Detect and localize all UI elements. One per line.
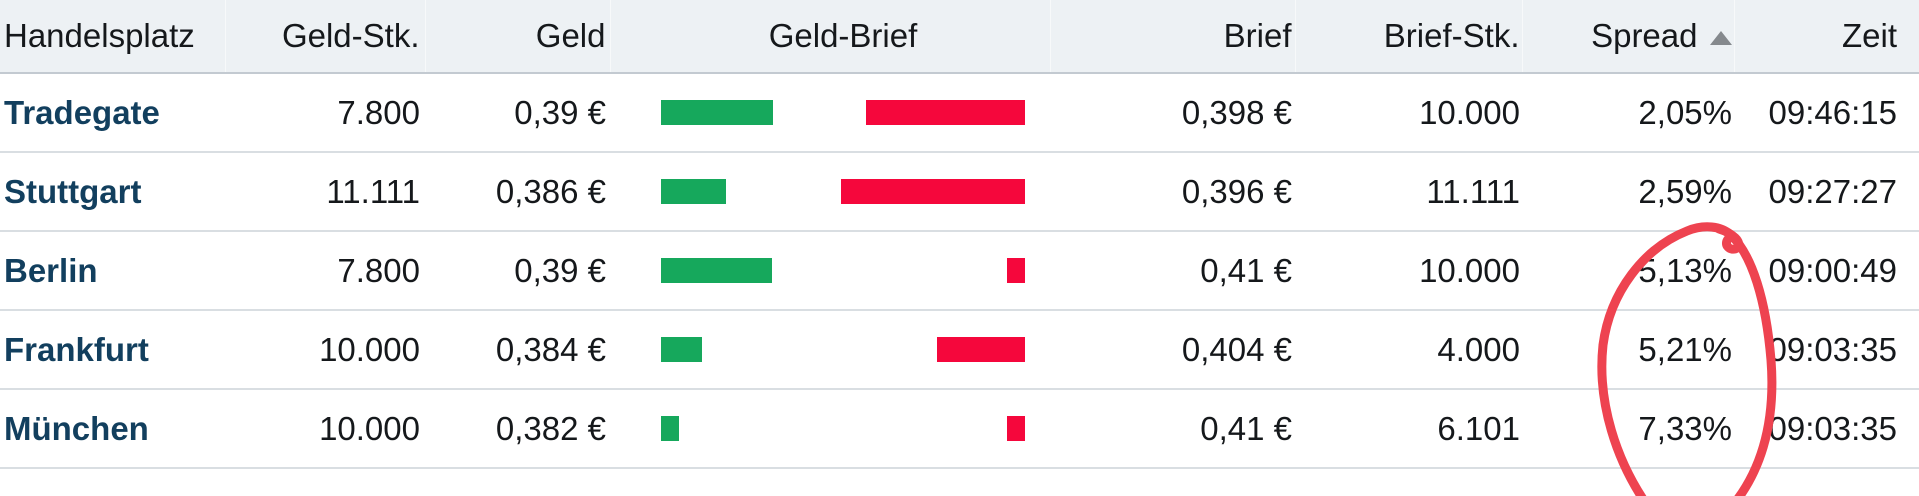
bid-bar: [661, 258, 773, 283]
column-header-geld[interactable]: Geld: [424, 0, 610, 74]
ask-bar: [1007, 416, 1025, 441]
bid-price-value: 0,39 €: [425, 73, 610, 153]
column-header-brief[interactable]: Brief: [1049, 0, 1295, 74]
bid-price-value: 0,386 €: [425, 152, 610, 232]
ask-price-value: 0,404 €: [1050, 310, 1295, 390]
ask-size-value: 11.111: [1295, 152, 1522, 232]
bid-bar: [661, 100, 774, 125]
bid-price-value: 0,384 €: [425, 310, 610, 390]
ask-price-value: 0,396 €: [1050, 152, 1295, 232]
table-row-berlin: Berlin 7.800 0,39 € 0,41 € 10.000 5,13% …: [0, 231, 1919, 311]
time-value: 09:00:49: [1734, 231, 1919, 311]
table-row-frankfurt: Frankfurt 10.000 0,384 € 0,404 € 4.000 5…: [0, 310, 1919, 390]
bid-size-value: 7.800: [225, 231, 425, 311]
ask-price-value: 0,41 €: [1050, 389, 1295, 469]
bid-size-value: 7.800: [225, 73, 425, 153]
bid-price-value: 0,39 €: [425, 231, 610, 311]
table-row-muenchen: München 10.000 0,382 € 0,41 € 6.101 7,33…: [0, 389, 1919, 469]
column-header-geld-stk[interactable]: Geld-Stk.: [224, 0, 425, 74]
bid-ask-bar-cell: [610, 152, 1050, 232]
bid-size-value: 10.000: [225, 389, 425, 469]
column-header-geld-brief[interactable]: Geld-Brief: [609, 0, 1050, 74]
spread-value: 2,59%: [1522, 152, 1734, 232]
bid-bar: [661, 337, 703, 362]
bid-ask-bar-cell: [610, 73, 1050, 153]
ask-price-value: 0,41 €: [1050, 231, 1295, 311]
ask-size-value: 4.000: [1295, 310, 1522, 390]
column-header-handelsplatz[interactable]: Handelsplatz: [0, 0, 225, 74]
bid-size-value: 10.000: [225, 310, 425, 390]
ask-bar: [936, 337, 1025, 362]
time-value: 09:03:35: [1734, 389, 1919, 469]
ask-size-value: 6.101: [1295, 389, 1522, 469]
spread-value: 2,05%: [1522, 73, 1734, 153]
bid-bar: [661, 416, 679, 441]
ask-size-value: 10.000: [1295, 73, 1522, 153]
venue-link-muenchen[interactable]: München: [4, 409, 149, 447]
column-header-brief-stk[interactable]: Brief-Stk.: [1294, 0, 1522, 74]
ask-bar: [1007, 258, 1025, 283]
bid-size-value: 11.111: [225, 152, 425, 232]
bid-ask-bar-cell: [610, 389, 1050, 469]
venue-link-tradegate[interactable]: Tradegate: [4, 93, 160, 131]
bid-bar: [661, 179, 727, 204]
ask-bar: [865, 100, 1025, 125]
table-row-stuttgart: Stuttgart 11.111 0,386 € 0,396 € 11.111 …: [0, 152, 1919, 232]
bid-price-value: 0,382 €: [425, 389, 610, 469]
table-header: Handelsplatz Geld-Stk. Geld Geld-Brief B…: [0, 0, 1919, 74]
time-value: 09:46:15: [1734, 73, 1919, 153]
column-header-zeit[interactable]: Zeit: [1733, 0, 1919, 74]
bid-ask-bar-cell: [610, 310, 1050, 390]
spread-value: 5,13%: [1522, 231, 1734, 311]
table-row-tradegate: Tradegate 7.800 0,39 € 0,398 € 10.000 2,…: [0, 73, 1919, 153]
time-value: 09:27:27: [1734, 152, 1919, 232]
sort-ascending-icon: [1709, 31, 1732, 45]
spread-value: 7,33%: [1522, 389, 1734, 469]
ask-bar: [841, 179, 1025, 204]
ask-size-value: 10.000: [1295, 231, 1522, 311]
time-value: 09:03:35: [1734, 310, 1919, 390]
bid-ask-bar-cell: [610, 231, 1050, 311]
market-depth-table: Handelsplatz Geld-Stk. Geld Geld-Brief B…: [0, 0, 1919, 469]
spread-value: 5,21%: [1522, 310, 1734, 390]
ask-price-value: 0,398 €: [1050, 73, 1295, 153]
column-header-spread-label: Spread: [1591, 17, 1698, 54]
venue-link-stuttgart[interactable]: Stuttgart: [4, 172, 142, 210]
venue-link-berlin[interactable]: Berlin: [4, 251, 98, 289]
column-header-spread[interactable]: Spread: [1521, 0, 1734, 74]
venue-link-frankfurt[interactable]: Frankfurt: [4, 330, 149, 368]
